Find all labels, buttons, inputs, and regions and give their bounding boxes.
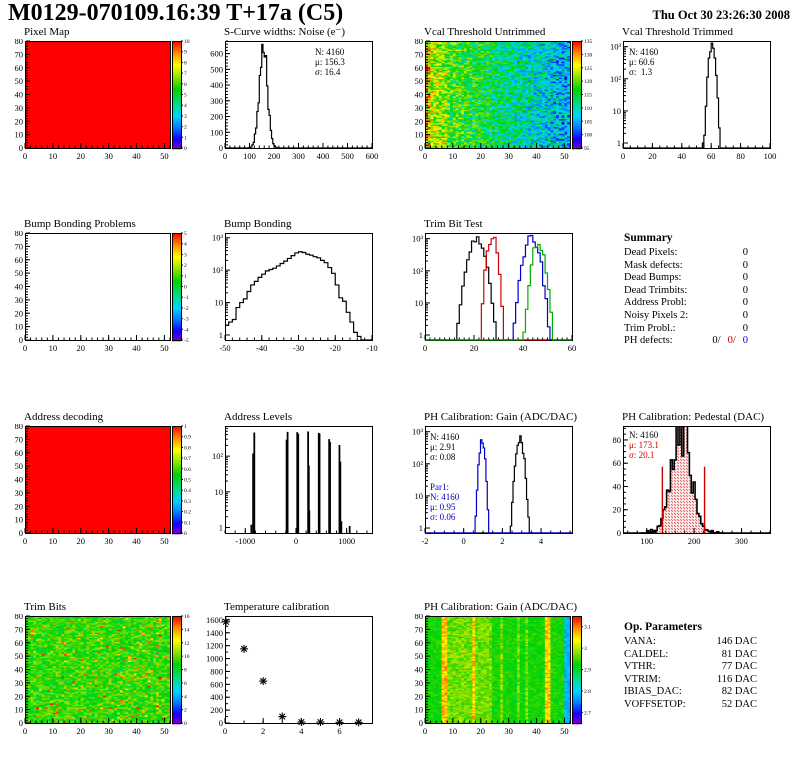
summary-panel: Summary Dead Pixels: 0 Mask defects: 0 Dea…	[600, 218, 796, 365]
summary-row: Dead Trimbits: 0	[624, 285, 748, 298]
bump-bonding-canvas	[202, 231, 398, 361]
plot-title-address-decoding: Address decoding	[24, 411, 104, 423]
temperature-calibration-canvas	[202, 614, 398, 744]
summary-label: Dead Trimbits:	[624, 284, 688, 296]
op-parameters-title: Op. Parameters	[624, 621, 702, 633]
address-decoding-canvas	[2, 424, 198, 554]
address-decoding-panel: Address decoding	[2, 411, 198, 558]
op-parameter-value: 81 DAC	[721, 648, 757, 660]
scurve-noise-canvas	[202, 39, 398, 169]
op-parameter-label: CALDEL:	[624, 648, 669, 660]
summary-label: Address Probl:	[624, 297, 687, 309]
plot-title-scurve-noise: S-Curve widths: Noise (e⁻)	[224, 26, 345, 38]
summary-row: Trim Probl.: 0	[624, 323, 748, 336]
summary-row: Dead Pixels: 0	[624, 247, 748, 260]
op-parameter-row: VTHR: 77 DAC	[624, 661, 757, 674]
summary-value: 0	[742, 322, 748, 334]
plot-title-ph-pedestal: PH Calibration: Pedestal (DAC)	[622, 411, 765, 423]
summary-label: Noisy Pixels 2:	[624, 309, 689, 321]
vcal-threshold-untrimmed-panel: Vcal Threshold Untrimmed	[402, 26, 598, 173]
plot-title-bump-bonding: Bump Bonding	[224, 218, 292, 230]
plot-title-ph-gain-map: PH Calibration: Gain (ADC/DAC)	[424, 601, 578, 613]
vcal-threshold-trimmed-panel: Vcal Threshold Trimmed	[600, 26, 796, 173]
vcal-untrimmed-canvas	[402, 39, 598, 169]
trim-bit-test-canvas	[402, 231, 598, 361]
op-parameter-label: VTHR:	[624, 661, 656, 673]
pixel-map-canvas	[2, 39, 198, 169]
summary-row: Mask defects: 0	[624, 260, 748, 273]
op-parameter-value: 77 DAC	[721, 661, 757, 673]
op-parameter-row: IBIAS_DAC: 82 DAC	[624, 686, 757, 699]
ph-defects-gain: 0/	[727, 335, 736, 347]
op-parameter-label: IBIAS_DAC:	[624, 686, 682, 698]
op-parameter-row: VTRIM: 116 DAC	[624, 674, 757, 687]
summary-label: Trim Probl.:	[624, 322, 676, 334]
ph-pedestal-panel: PH Calibration: Pedestal (DAC)	[600, 411, 796, 558]
plot-title-ph-gain-hist: PH Calibration: Gain (ADC/DAC)	[424, 411, 578, 423]
address-levels-panel: Address Levels	[202, 411, 398, 558]
ph-gain-map-canvas	[402, 614, 598, 744]
ph-gain-map-panel: PH Calibration: Gain (ADC/DAC)	[402, 601, 598, 748]
plot-title-temperature-calibration: Temperature calibration	[224, 601, 330, 613]
trim-bits-panel: Trim Bits	[2, 601, 198, 748]
op-parameters-panel: Op. Parameters VANA: 146 DAC CALDEL: 81 DA…	[600, 601, 796, 748]
summary-value: 0	[742, 309, 748, 321]
plot-title-address-levels: Address Levels	[224, 411, 293, 423]
op-parameter-label: VTRIM:	[624, 673, 661, 685]
bump-bonding-panel: Bump Bonding	[202, 218, 398, 365]
summary-title: Summary	[624, 232, 673, 244]
op-parameter-label: VANA:	[624, 636, 656, 647]
summary-row-ph-defects: PH defects: 0/ 0/ 0	[624, 335, 748, 348]
summary-label: PH defects:	[624, 335, 673, 347]
summary-row: Noisy Pixels 2: 0	[624, 310, 748, 323]
ph-pedestal-canvas	[600, 424, 796, 554]
vcal-trimmed-canvas	[600, 39, 796, 169]
trim-bit-test-panel: Trim Bit Test	[402, 218, 598, 365]
summary-value: 0	[742, 247, 748, 258]
ph-gain-hist-panel: PH Calibration: Gain (ADC/DAC)	[402, 411, 598, 558]
scurve-noise-panel: S-Curve widths: Noise (e⁻)	[202, 26, 398, 173]
op-parameter-value: 82 DAC	[721, 686, 757, 698]
plot-title-pixel-map: Pixel Map	[24, 26, 70, 38]
plot-title-vcal-trimmed: Vcal Threshold Trimmed	[622, 26, 734, 38]
plot-title-trim-bits: Trim Bits	[24, 601, 67, 613]
plot-title-vcal-untrimmed: Vcal Threshold Untrimmed	[424, 26, 546, 38]
pixel-map-panel: Pixel Map	[2, 26, 198, 173]
summary-row: Address Probl: 0	[624, 297, 748, 310]
bump-bonding-problems-panel: Bump Bonding Problems	[2, 218, 198, 365]
trim-bits-canvas	[2, 614, 198, 744]
op-parameter-value: 116 DAC	[716, 673, 757, 685]
op-parameter-value: 146 DAC	[716, 636, 757, 647]
temperature-calibration-panel: Temperature calibration	[202, 601, 398, 748]
timestamp: Thu Oct 30 23:26:30 2008	[652, 8, 791, 22]
ph-defects-values: 0/ 0/ 0	[712, 335, 748, 348]
bump-problems-canvas	[2, 231, 198, 361]
summary-label: Dead Bumps:	[624, 272, 682, 284]
ph-gain-hist-canvas	[402, 424, 598, 554]
summary-value: 0	[742, 272, 748, 284]
summary-value: 0	[742, 259, 748, 271]
op-parameter-row: VOFFSETOP: 52 DAC	[624, 699, 757, 712]
op-parameter-label: VOFFSETOP:	[624, 698, 686, 710]
summary-row: Dead Bumps: 0	[624, 272, 748, 285]
page-title: M0129-070109.16:39 T+17a (C5)	[8, 0, 344, 26]
summary-label: Mask defects:	[624, 259, 683, 271]
summary-value: 0	[742, 284, 748, 296]
plot-title-bump-problems: Bump Bonding Problems	[24, 218, 136, 230]
summary-label: Dead Pixels:	[624, 247, 678, 258]
ph-defects-total: 0/	[712, 335, 721, 347]
ph-defects-par1: 0	[742, 335, 748, 347]
summary-value: 0	[742, 297, 748, 309]
address-levels-canvas	[202, 424, 398, 554]
op-parameter-row: CALDEL: 81 DAC	[624, 649, 757, 662]
op-parameter-row: VANA: 146 DAC	[624, 636, 757, 649]
plot-title-trim-bit-test: Trim Bit Test	[424, 218, 483, 230]
op-parameter-value: 52 DAC	[721, 698, 757, 710]
